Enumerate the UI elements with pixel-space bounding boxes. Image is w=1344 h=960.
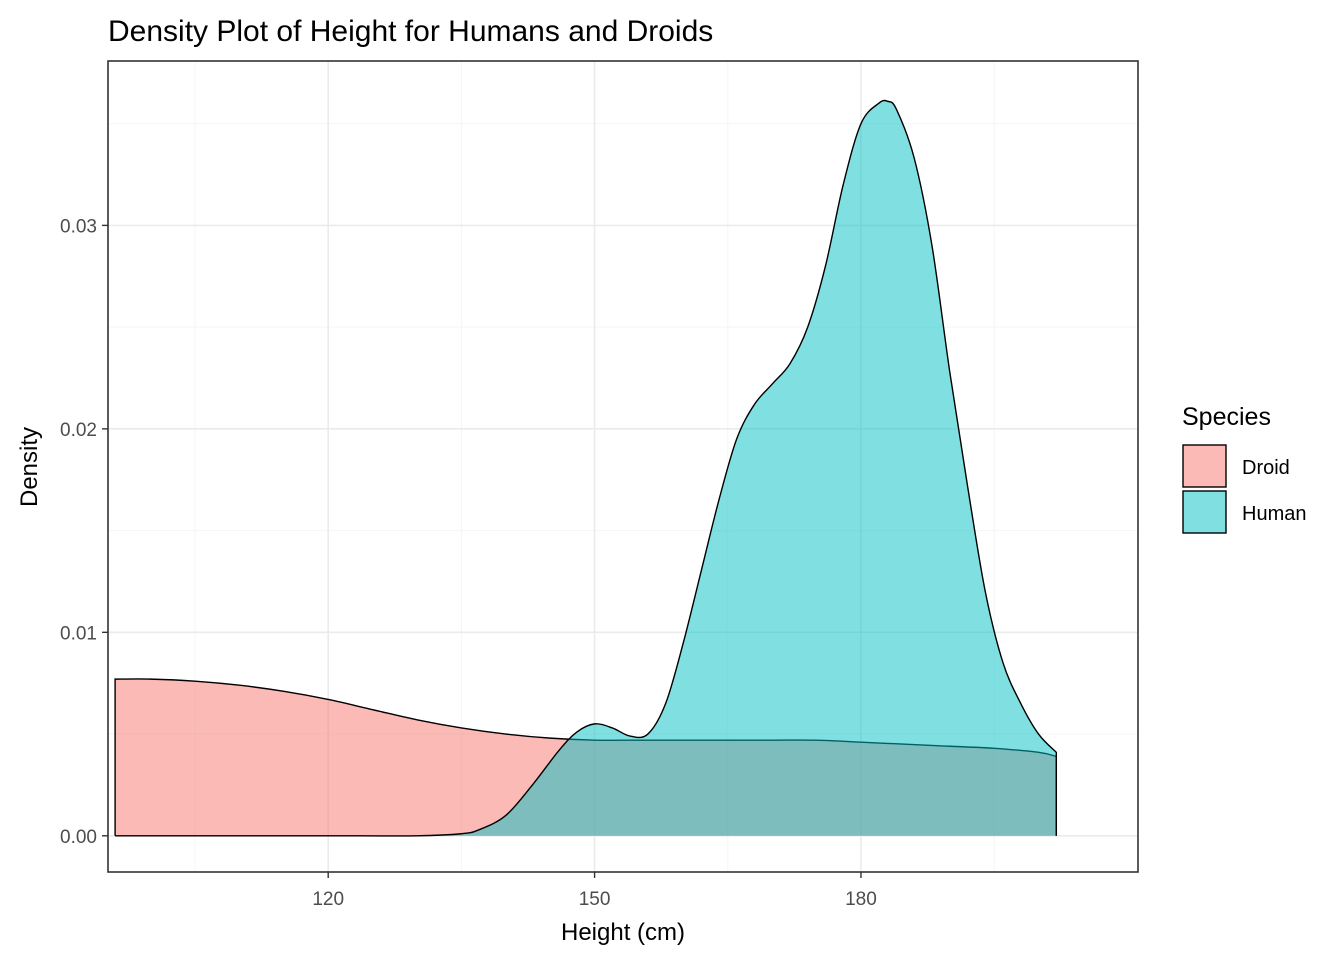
legend: Species Droid Human bbox=[1182, 403, 1306, 534]
y-tick-label: 0.03 bbox=[60, 216, 97, 237]
legend-label-human: Human bbox=[1242, 503, 1306, 525]
x-tick-label: 180 bbox=[845, 889, 877, 910]
density-areas bbox=[114, 99, 1058, 837]
x-tick-label: 150 bbox=[579, 889, 611, 910]
y-tick-label: 0.02 bbox=[60, 420, 97, 441]
y-axis: 0.00 0.01 0.02 0.03 bbox=[60, 216, 108, 848]
legend-label-droid: Droid bbox=[1242, 457, 1290, 479]
legend-key-droid bbox=[1182, 444, 1227, 488]
x-axis-title: Height (cm) bbox=[561, 919, 685, 946]
plot-panel-border bbox=[107, 60, 1139, 873]
y-axis-title: Density bbox=[16, 427, 43, 507]
x-tick-label: 120 bbox=[312, 889, 344, 910]
y-tick-label: 0.00 bbox=[60, 827, 97, 848]
y-tick-label: 0.01 bbox=[60, 623, 97, 644]
legend-title: Species bbox=[1182, 403, 1271, 431]
density-outline-human bbox=[115, 99, 1058, 837]
x-axis: 120 150 180 bbox=[312, 872, 877, 910]
chart-title: Density Plot of Height for Humans and Dr… bbox=[108, 15, 713, 48]
legend-key-human bbox=[1182, 490, 1227, 534]
